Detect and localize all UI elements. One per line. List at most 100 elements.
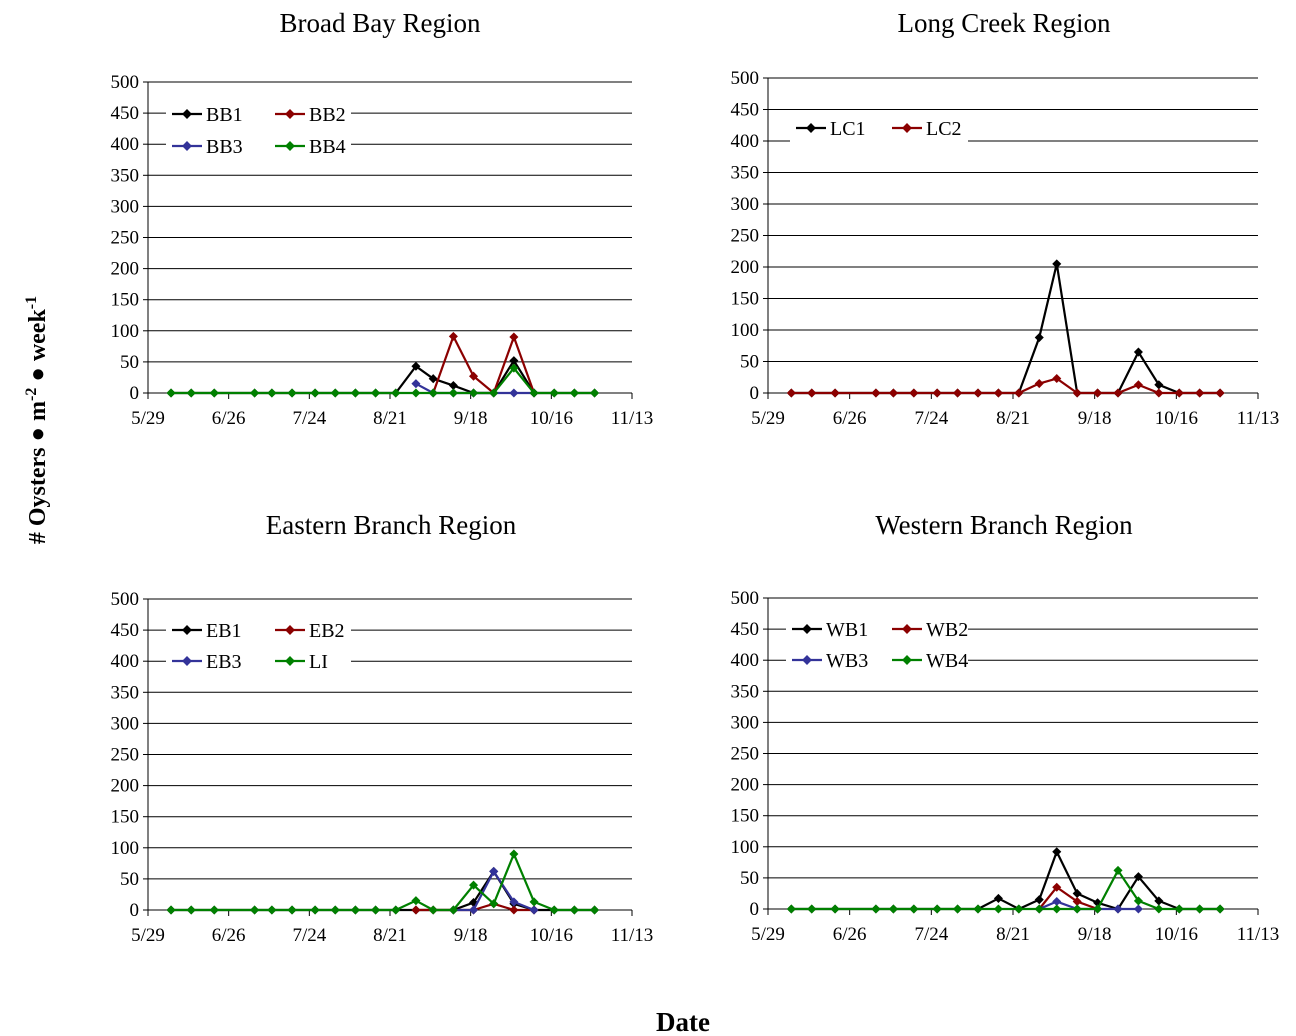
data-point bbox=[1154, 388, 1164, 398]
data-point bbox=[287, 388, 297, 398]
x-tick-label: 6/26 bbox=[833, 408, 867, 429]
x-tick-label: 11/13 bbox=[611, 408, 654, 429]
data-point bbox=[310, 905, 320, 915]
series-wb4 bbox=[786, 865, 1225, 914]
y-tick-label: 50 bbox=[120, 352, 139, 373]
y-tick-label: 100 bbox=[731, 837, 760, 858]
data-point bbox=[1215, 904, 1225, 914]
y-tick-label: 300 bbox=[731, 712, 760, 733]
data-point bbox=[590, 388, 600, 398]
y-tick-label: 350 bbox=[111, 165, 140, 186]
data-point bbox=[350, 905, 360, 915]
data-point bbox=[1014, 388, 1024, 398]
data-point bbox=[529, 897, 539, 907]
x-tick-label: 5/29 bbox=[131, 925, 165, 946]
y-tick-label: 450 bbox=[111, 103, 140, 124]
legend-marker bbox=[182, 109, 192, 119]
legend-item-bb4: BB4 bbox=[275, 136, 346, 158]
data-point bbox=[267, 388, 277, 398]
legend: LC1 LC2 bbox=[790, 113, 968, 143]
data-point bbox=[411, 896, 421, 906]
legend-label: LC1 bbox=[830, 118, 866, 140]
data-point bbox=[993, 904, 1003, 914]
y-tick-label: 350 bbox=[731, 681, 760, 702]
y-tick-label: 100 bbox=[731, 320, 760, 341]
y-tick-label: 350 bbox=[731, 163, 760, 184]
data-point bbox=[1072, 904, 1082, 914]
legend-marker bbox=[806, 123, 816, 133]
data-point bbox=[1052, 897, 1062, 907]
legend-label: WB2 bbox=[926, 619, 968, 641]
data-point bbox=[786, 388, 796, 398]
data-point bbox=[807, 388, 817, 398]
data-point bbox=[973, 904, 983, 914]
y-tick-label: 400 bbox=[111, 651, 140, 672]
chart-panel-2: Long Creek Region 0 50 100 150 200 250 300 350 40… bbox=[731, 8, 1280, 429]
y-tick-label: 200 bbox=[111, 776, 140, 797]
y-axis-label: # Oysters ● m-2 ● week-1 bbox=[23, 296, 51, 544]
data-point bbox=[909, 388, 919, 398]
legend-label: BB2 bbox=[309, 104, 346, 126]
x-tick-label: 11/13 bbox=[1237, 408, 1280, 429]
legend-label: BB1 bbox=[206, 104, 243, 126]
series-li bbox=[166, 849, 600, 915]
data-point bbox=[830, 904, 840, 914]
data-point bbox=[509, 332, 519, 342]
legend-item-bb1: BB1 bbox=[172, 104, 243, 126]
y-tick-label: 500 bbox=[731, 68, 760, 89]
legend-background bbox=[166, 99, 351, 161]
series-wb1 bbox=[786, 847, 1225, 914]
x-tick-label: 9/18 bbox=[454, 408, 488, 429]
data-point bbox=[993, 893, 1003, 903]
legend-marker bbox=[902, 123, 912, 133]
legend-item-wb3: WB3 bbox=[792, 650, 868, 672]
data-point bbox=[1034, 333, 1044, 343]
legend-item-eb2: EB2 bbox=[275, 620, 345, 642]
y-tick-label: 250 bbox=[731, 744, 760, 765]
y-tick-label: 0 bbox=[750, 383, 760, 404]
data-point bbox=[411, 905, 421, 915]
legend-marker bbox=[285, 656, 295, 666]
x-tick-label: 8/21 bbox=[373, 925, 407, 946]
x-tick-label: 6/26 bbox=[212, 925, 246, 946]
x-tick-label: 8/21 bbox=[996, 408, 1030, 429]
y-tick-label: 150 bbox=[731, 289, 760, 310]
data-point bbox=[1072, 888, 1082, 898]
y-tick-label: 300 bbox=[111, 196, 140, 217]
x-tick-label: 5/29 bbox=[131, 408, 165, 429]
data-point bbox=[250, 905, 260, 915]
chart-panel-1: Broad Bay Region 0 50 100 150 200 250 300 350 400… bbox=[111, 8, 654, 429]
data-point bbox=[932, 904, 942, 914]
x-tick-label: 9/18 bbox=[1078, 408, 1112, 429]
data-point bbox=[448, 331, 458, 341]
y-tick-label: 450 bbox=[731, 619, 760, 640]
data-point bbox=[411, 379, 421, 389]
legend-marker bbox=[182, 141, 192, 151]
data-point bbox=[448, 388, 458, 398]
data-point bbox=[1034, 895, 1044, 905]
x-tick-label: 10/16 bbox=[1155, 924, 1198, 945]
data-point bbox=[509, 388, 519, 398]
y-tick-label: 400 bbox=[731, 650, 760, 671]
x-tick-label: 7/24 bbox=[914, 408, 948, 429]
data-point bbox=[166, 388, 176, 398]
x-tick-label: 6/26 bbox=[833, 924, 867, 945]
y-tick-label: 0 bbox=[130, 383, 140, 404]
x-tick-label: 8/21 bbox=[996, 924, 1030, 945]
data-point bbox=[807, 904, 817, 914]
data-point bbox=[973, 388, 983, 398]
data-point bbox=[186, 388, 196, 398]
data-point bbox=[310, 388, 320, 398]
y-tick-label: 400 bbox=[111, 134, 140, 155]
data-point bbox=[1113, 388, 1123, 398]
data-point bbox=[1133, 904, 1143, 914]
series-line bbox=[791, 262, 1221, 395]
x-tick-label: 5/29 bbox=[751, 408, 785, 429]
data-point bbox=[186, 905, 196, 915]
series-line bbox=[171, 367, 595, 395]
data-point bbox=[287, 905, 297, 915]
legend-label: EB2 bbox=[309, 620, 345, 642]
data-point bbox=[489, 866, 499, 876]
data-point bbox=[1195, 388, 1205, 398]
data-point bbox=[428, 905, 438, 915]
